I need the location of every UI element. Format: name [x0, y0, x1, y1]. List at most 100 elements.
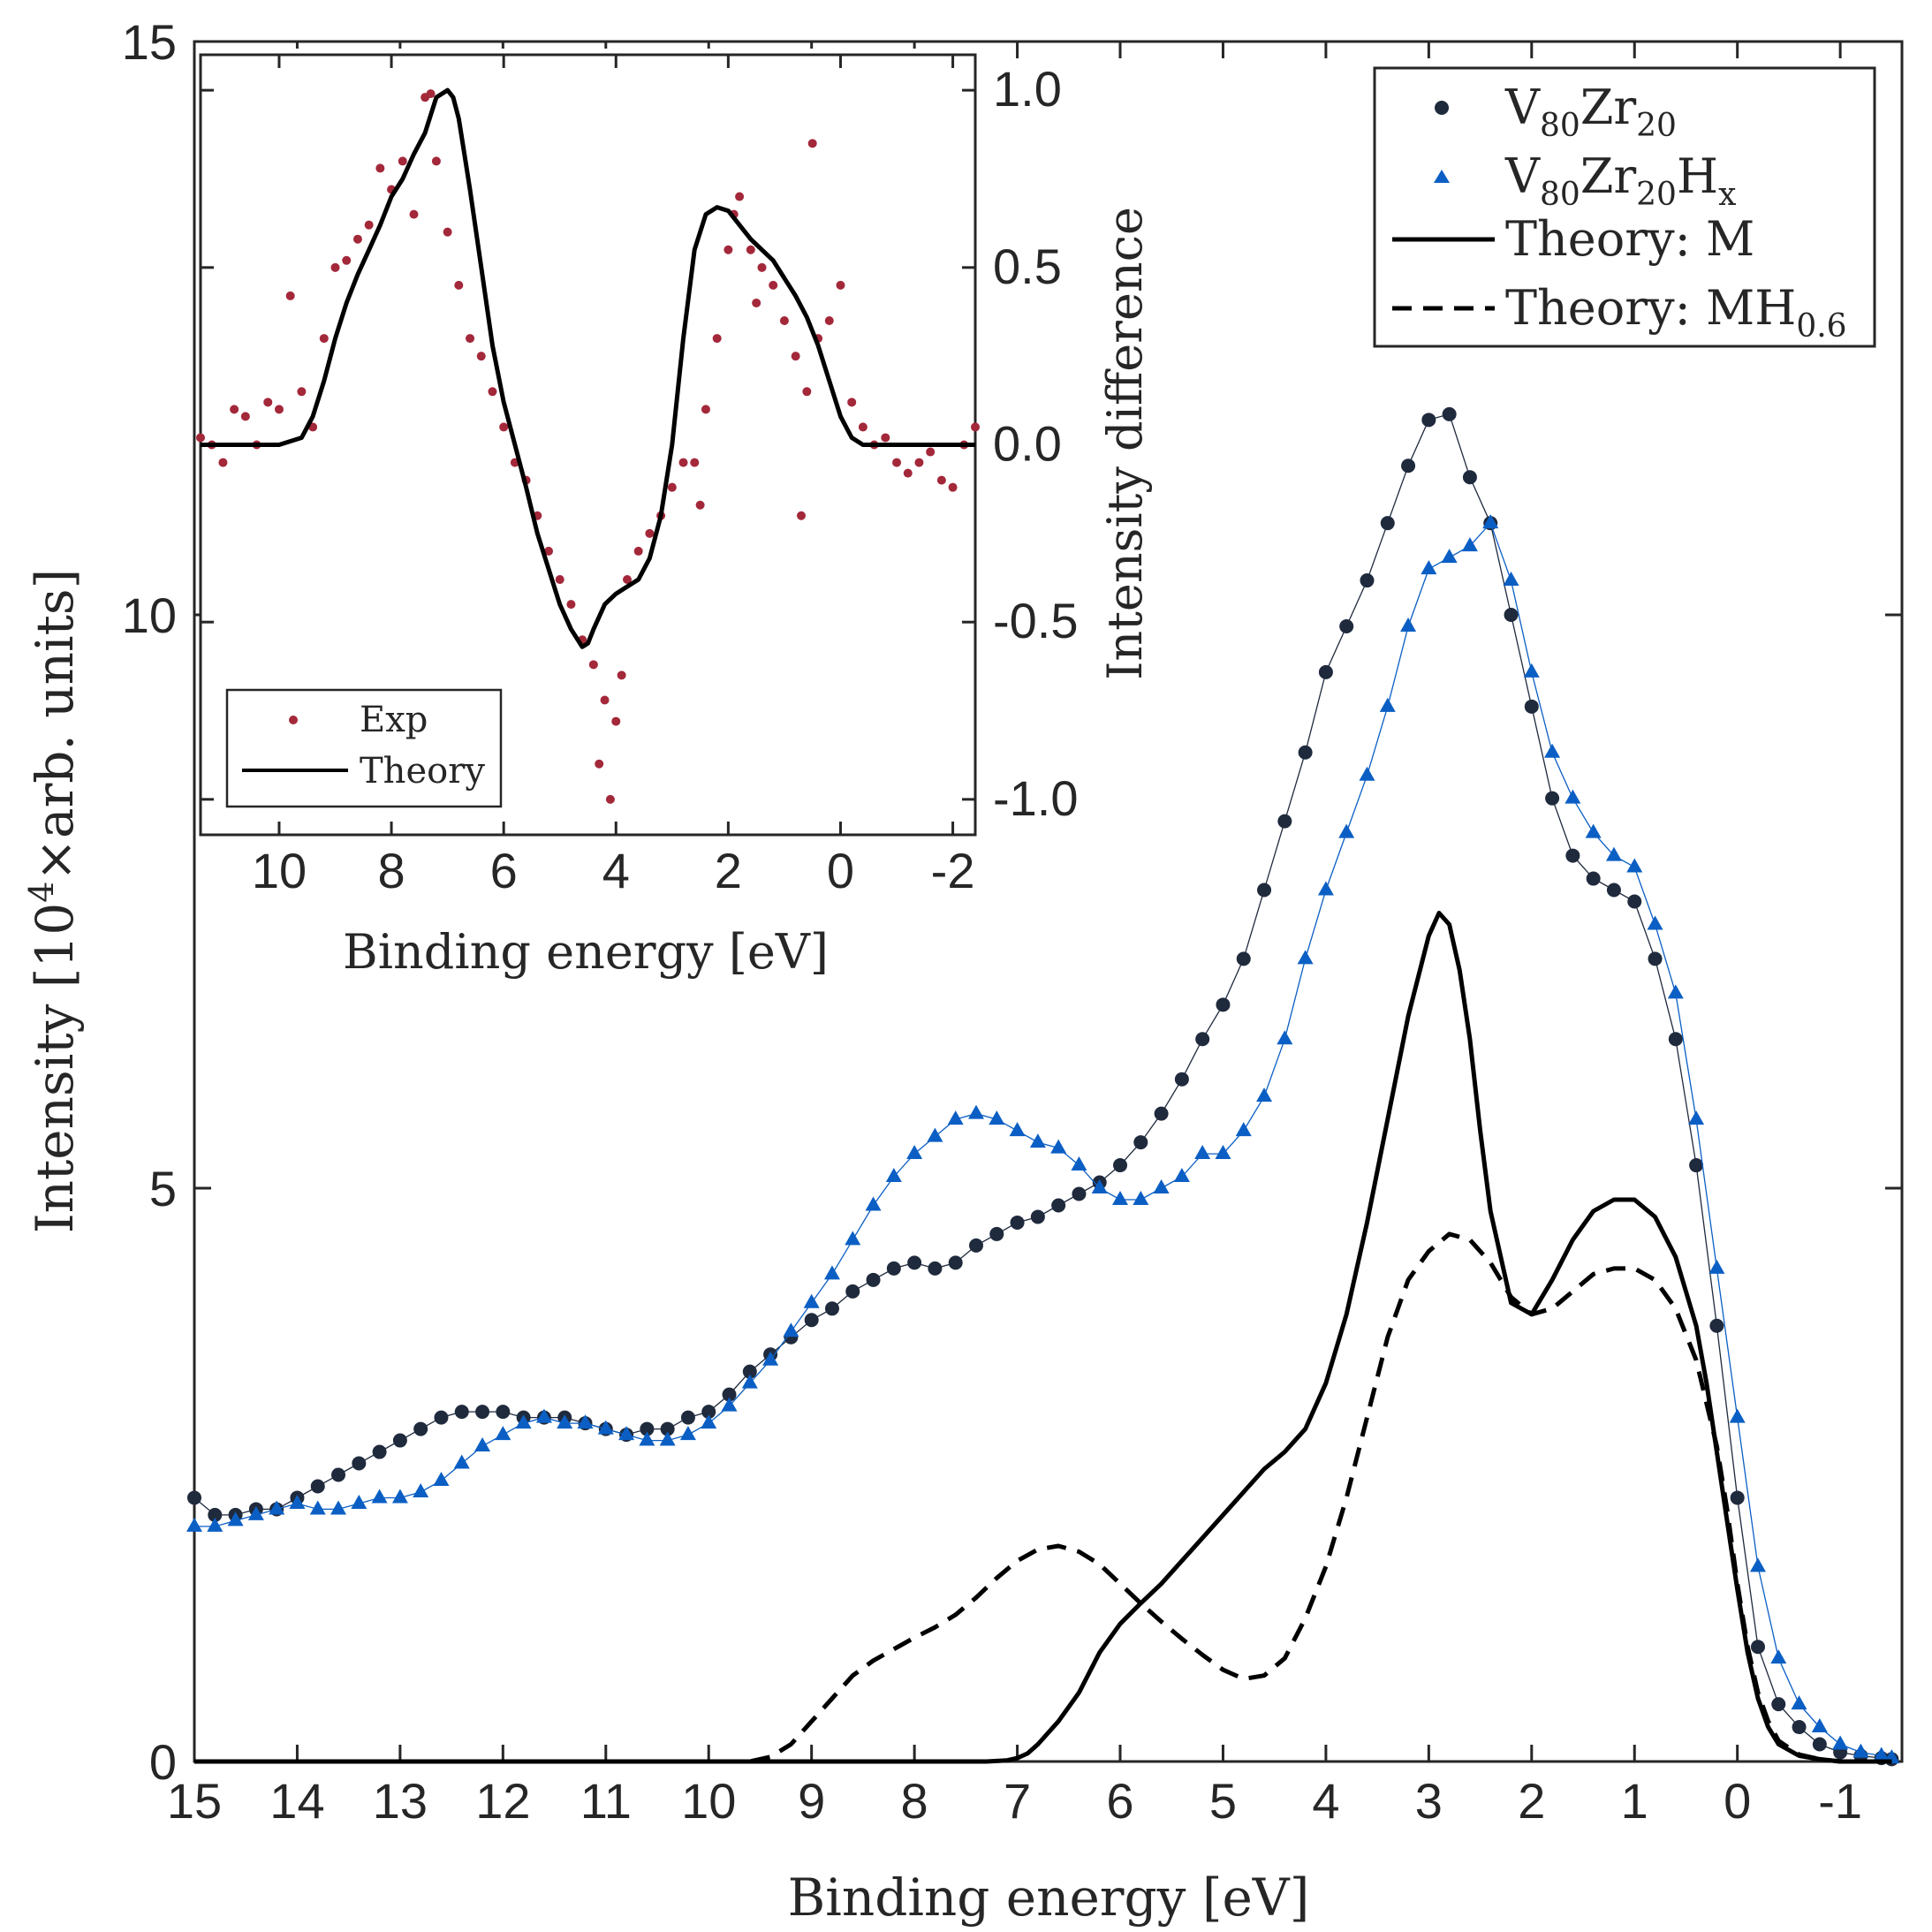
main-series-v80zr20hx-point — [186, 1517, 202, 1532]
main-series-v80zr20hx-point — [1523, 663, 1540, 678]
main-series-v80zr20-point — [1010, 1215, 1025, 1230]
inset-series-exp-point — [319, 334, 329, 344]
main-series-v80zr20-point — [208, 1507, 223, 1522]
inset-chart: 10 8 6 4 2 0 -2 1.0 0.5 0.0 -0.5 -1.0 Binding ener… — [196, 49, 1153, 980]
main-series-v80zr20-point — [1648, 951, 1663, 966]
main-series-v80zr20-point — [1606, 883, 1621, 898]
main-series-v80zr20hx-point — [1688, 1110, 1705, 1125]
main-series-v80zr20hx-point — [1338, 823, 1355, 838]
inset-series-exp-point — [352, 234, 362, 244]
main-series-v80zr20-point — [907, 1255, 922, 1270]
main-series-theory-m-line — [194, 911, 1892, 1764]
main-series-v80zr20-point — [1072, 1186, 1087, 1201]
main-series-v80zr20hx-point — [1770, 1649, 1787, 1664]
main-series-v80zr20-point — [1545, 791, 1560, 806]
main-series-v80zr20-point — [187, 1490, 201, 1505]
inset-series-exp-point — [285, 291, 295, 300]
inset-series-exp-point — [633, 546, 643, 556]
main-series-v80zr20hx-point — [1215, 1145, 1231, 1160]
main-series-v80zr20-point — [392, 1433, 407, 1448]
main-series-v80zr20hx-point — [1811, 1718, 1828, 1733]
inset-x-tick-label: 0 — [827, 843, 854, 898]
inset-series-exp-point — [605, 794, 615, 804]
main-series-v80zr20-point — [1195, 1032, 1210, 1047]
main-series-v80zr20hx-point — [577, 1414, 594, 1429]
main-series-v80zr20-point — [1339, 618, 1354, 633]
main-x-ticks: 15 14 13 12 11 10 9 8 7 6 5 4 3 2 1 0 -1 — [167, 42, 1862, 1829]
main-series-v80zr20-point — [948, 1255, 963, 1270]
main-series-v80zr20-point — [1812, 1737, 1827, 1752]
main-y-tick-label: 5 — [149, 1161, 177, 1216]
main-series-v80zr20hx-point — [1297, 950, 1314, 965]
legend-label-theory-m: Theory: M — [1505, 211, 1754, 267]
main-series-v80zr20hx-point — [1441, 549, 1458, 564]
main-series-v80zr20hx-point — [823, 1265, 840, 1280]
main-series-v80zr20-point — [1462, 470, 1477, 485]
inset-series-exp-point — [769, 280, 778, 290]
inset-series-exp-point — [701, 405, 710, 414]
inset-y-axis-label: Intensity difference — [1097, 207, 1153, 680]
inset-series-exp-point — [914, 458, 924, 467]
main-y-tick-label: 10 — [122, 587, 177, 643]
inset-series-exp-point — [364, 220, 374, 230]
main-series-v80zr20-point — [1771, 1697, 1786, 1712]
inset-series-exp-point — [779, 316, 789, 326]
inset-series-exp-point — [791, 352, 800, 361]
inset-series-exp-point — [555, 575, 564, 585]
main-series-v80zr20hx-point — [1605, 846, 1622, 861]
main-x-tick-label: 0 — [1724, 1773, 1751, 1829]
inset-legend-label-theory: Theory — [360, 751, 485, 792]
main-series-v80zr20-point — [413, 1421, 428, 1436]
main-series-v80zr20-point — [886, 1261, 901, 1276]
main-series-v80zr20hx-point — [330, 1500, 347, 1515]
inset-series-exp-point — [796, 511, 806, 520]
main-series-v80zr20-point — [1030, 1209, 1045, 1224]
inset-series-exp-point — [454, 280, 464, 290]
main-series-v80zr20-point — [701, 1405, 716, 1420]
main-series-v80zr20-point — [680, 1410, 695, 1425]
inset-series-exp-point — [807, 139, 817, 148]
inset-series-exp-point — [218, 458, 228, 467]
legend-label-theory-mh: Theory: MH0.6 — [1505, 280, 1847, 345]
main-series-v80zr20-point — [1668, 1032, 1683, 1047]
inset-series-exp-point — [757, 262, 767, 272]
main-series-v80zr20-point — [1133, 1135, 1148, 1150]
main-x-tick-label: 7 — [1004, 1773, 1031, 1829]
main-series-v80zr20-point — [1401, 458, 1416, 474]
inset-series-exp-point — [712, 334, 722, 344]
inset-series-exp-point — [617, 671, 626, 680]
main-series-theory-mh0-6-line — [194, 1231, 1892, 1764]
main-series-v80zr20hx-point — [1544, 743, 1561, 758]
main-series-v80zr20hx-point — [1071, 1156, 1087, 1171]
inset-x-ticks: 10 8 6 4 2 0 -2 — [252, 55, 974, 898]
main-series-v80zr20hx-point — [1647, 915, 1663, 930]
main-series-v80zr20hx-point — [1379, 697, 1396, 712]
main-y-ticks: 0 5 10 15 — [122, 14, 1902, 1790]
main-series-v80zr20hx-point — [1133, 1190, 1149, 1205]
main-x-tick-label: 9 — [798, 1773, 825, 1829]
main-series-v80zr20hx-point — [1359, 766, 1375, 781]
main-series-v80zr20hx-point — [269, 1500, 285, 1515]
main-x-tick-label: 3 — [1415, 1773, 1443, 1829]
main-series-v80zr20hx-point — [1482, 514, 1499, 529]
main-series-v80zr20hx-point — [618, 1426, 635, 1441]
main-series-v80zr20-point — [1051, 1198, 1066, 1213]
main-series-v80zr20hx-point — [762, 1351, 779, 1366]
main-x-tick-label: 14 — [269, 1773, 324, 1829]
main-series-v80zr20-point — [1298, 745, 1313, 760]
inset-series-exp-point — [230, 405, 239, 414]
main-series-v80zr20-point — [310, 1479, 325, 1494]
main-x-tick-label: 5 — [1209, 1773, 1237, 1829]
main-series-v80zr20hx-point — [1029, 1133, 1046, 1148]
inset-y-tick-label: 0.5 — [993, 239, 1062, 294]
inset-y-tick-label: -1.0 — [993, 770, 1079, 826]
main-series-v80zr20hx-point — [659, 1431, 676, 1446]
inset-series-exp-point — [274, 405, 284, 414]
main-series-v80zr20hx-point — [1729, 1408, 1746, 1423]
inset-series-exp-point — [936, 475, 946, 485]
inset-series-exp-point — [342, 255, 352, 265]
main-series-v80zr20hx-point — [371, 1489, 388, 1504]
inset-series-exp-point — [645, 528, 655, 538]
